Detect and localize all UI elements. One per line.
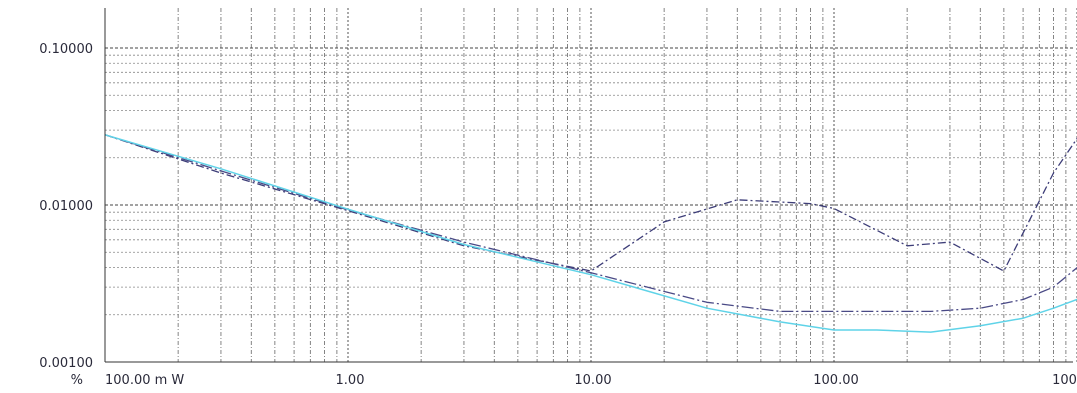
x-tick-label: 10.00 xyxy=(574,373,611,388)
x-tick-label: 1.00 xyxy=(336,373,365,388)
series-line xyxy=(104,134,1077,272)
y-tick-label: 0.01000 xyxy=(39,199,93,214)
series-line xyxy=(104,134,1077,313)
data-series xyxy=(104,134,1077,333)
x-tick-label: 1000.00 xyxy=(1052,373,1077,388)
series-line xyxy=(104,134,1077,333)
x-axis-tick-labels: 100.00 m W 1.00 10.00 100.00 1000.00 xyxy=(105,373,1077,388)
y-axis-unit-label: % xyxy=(71,373,83,388)
x-tick-label: 100.00 xyxy=(813,373,859,388)
y-tick-label: 0.00100 xyxy=(39,356,93,371)
x-tick-label: 100.00 m W xyxy=(105,373,184,388)
y-axis-tick-labels: 0.10000 0.01000 0.00100 xyxy=(39,42,93,371)
y-tick-label: 0.10000 xyxy=(39,42,93,57)
minor-gridlines xyxy=(105,8,1073,362)
axes xyxy=(104,8,1073,363)
